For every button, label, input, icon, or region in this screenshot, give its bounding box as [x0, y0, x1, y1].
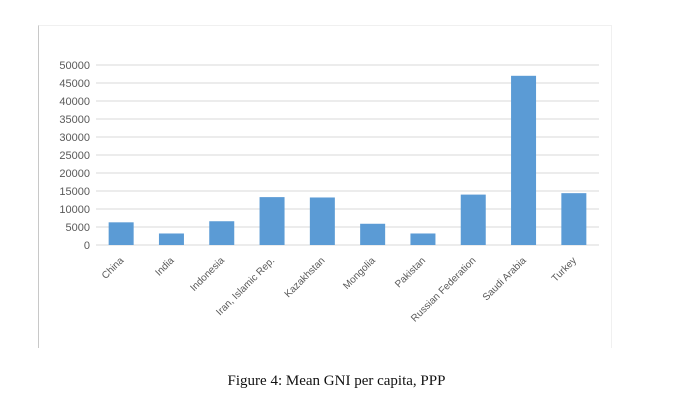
y-tick-label: 5000: [66, 222, 90, 234]
y-tick-label: 30000: [59, 132, 90, 144]
y-tick-label: 20000: [59, 168, 90, 180]
x-category-label: India: [153, 255, 176, 278]
y-tick-label: 10000: [59, 204, 90, 216]
bar: [460, 194, 486, 245]
x-category-label: Mongolia: [341, 255, 378, 292]
bar-chart: 0 5000 10000 15000 20000 25000 30000 35000 40000…: [59, 60, 599, 324]
bar: [511, 75, 537, 245]
bar: [108, 222, 134, 245]
bar: [259, 197, 285, 245]
y-tick-label: 50000: [59, 60, 90, 72]
x-category-label: Indonesia: [188, 255, 227, 294]
y-tick-label: 15000: [59, 186, 90, 198]
x-category-label: Saudi Arabia: [481, 255, 529, 303]
y-tick-label: 0: [84, 240, 90, 252]
x-category-label: Turkey: [550, 255, 579, 284]
y-tick-label: 25000: [59, 150, 90, 162]
x-category-label: China: [100, 255, 127, 282]
bar: [360, 223, 386, 245]
bar: [561, 193, 587, 245]
bar: [410, 233, 436, 245]
y-tick-label: 45000: [59, 78, 90, 90]
bar: [309, 197, 335, 245]
x-category-label: Pakistan: [393, 255, 428, 290]
figure-caption: Figure 4: Mean GNI per capita, PPP: [227, 373, 446, 389]
y-tick-label: 35000: [59, 114, 90, 126]
chart-area: 0 5000 10000 15000 20000 25000 30000 35000 40000…: [38, 25, 612, 348]
x-category-label: Kazakhstan: [283, 255, 328, 300]
y-tick-label: 40000: [59, 96, 90, 108]
bar: [209, 221, 235, 245]
bar: [158, 233, 184, 245]
